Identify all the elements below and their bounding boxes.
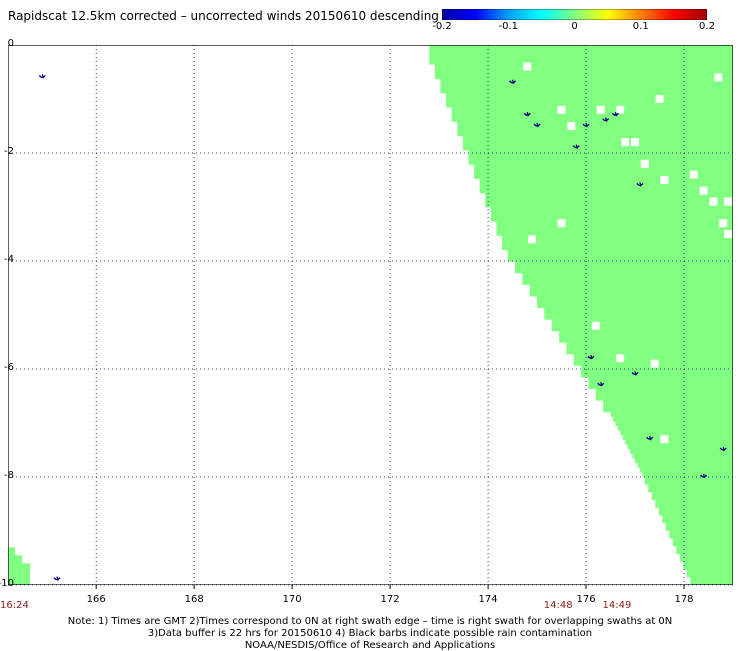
- swath-gap: [699, 186, 708, 195]
- rain-flag-barb: [587, 355, 595, 360]
- swath-gap: [557, 105, 566, 114]
- rain-flag-barb: [602, 117, 610, 122]
- swath-gap: [724, 197, 733, 206]
- swath-gap: [596, 105, 605, 114]
- rain-flag-barb: [597, 382, 605, 387]
- swath-gap: [724, 230, 733, 238]
- swath-gap: [660, 435, 669, 444]
- colorbar-tick-label: 0.1: [632, 21, 649, 32]
- rain-flag-barb: [582, 122, 590, 128]
- swath-gap: [660, 176, 669, 184]
- colorbar-tick-label: -0.2: [432, 21, 452, 32]
- swath-time-label: 14:49: [602, 600, 632, 611]
- x-tick-label: 168: [184, 594, 204, 605]
- y-tick-label: -10: [0, 578, 14, 589]
- note-line-1: Note: 1) Times are GMT 2)Times correspon…: [67, 616, 673, 627]
- swath-coverage: [429, 45, 733, 585]
- y-tick-label: -4: [4, 254, 14, 265]
- rain-flag-barb: [719, 446, 727, 452]
- y-tick-label: -8: [4, 470, 14, 481]
- x-tick-label: 178: [674, 594, 694, 605]
- rain-flag-barb: [636, 182, 644, 187]
- x-tick-label: 166: [86, 594, 106, 605]
- colorbar-tick-label: -0.1: [498, 21, 519, 32]
- swath-gap: [714, 73, 723, 82]
- colorbar-gradient: [442, 9, 707, 20]
- rain-flag-barb: [53, 576, 61, 581]
- rain-flag-barb: [700, 473, 708, 479]
- rain-flag-barb: [611, 112, 619, 117]
- x-tick-label: 170: [282, 594, 302, 605]
- y-tick-label: -6: [4, 362, 14, 373]
- swath-gap: [719, 219, 728, 228]
- rain-flag-barb: [509, 79, 517, 84]
- swath-gap: [591, 321, 600, 330]
- swath-gap: [631, 138, 640, 147]
- y-tick-label: 0: [7, 38, 14, 49]
- rain-flag-barb: [631, 371, 639, 376]
- x-tick-label: 172: [380, 594, 400, 605]
- swath-gap: [567, 122, 576, 130]
- rain-flag-barb: [533, 122, 541, 128]
- map-title: Rapidscat 12.5km corrected – uncorrected…: [8, 9, 439, 23]
- swath-gap: [650, 359, 659, 368]
- y-tick-label: -2: [4, 146, 14, 157]
- note-line-3: NOAA/NESDIS/Office of Research and Appli…: [244, 640, 496, 651]
- rain-flag-barb: [523, 112, 531, 117]
- rain-flag-barb: [646, 436, 654, 441]
- swath-gap: [689, 170, 698, 179]
- colorbar: [442, 9, 707, 20]
- x-tick-label: 174: [478, 594, 498, 605]
- swath-gap: [709, 197, 718, 206]
- swath-gap: [616, 354, 625, 363]
- swath-gap: [640, 159, 649, 168]
- swath-map: [8, 45, 733, 589]
- rain-flag-barb: [572, 144, 580, 149]
- swath-gap: [523, 62, 532, 71]
- swath-coverage-corner: [8, 547, 38, 585]
- swath-gap: [557, 219, 566, 228]
- swath-gap: [621, 138, 630, 147]
- x-tick-label: 176: [576, 594, 596, 605]
- note-line-2: 3)Data buffer is 22 hrs for 20150610 4) …: [147, 628, 593, 639]
- swath-gap: [616, 105, 625, 114]
- map-frame: [8, 45, 733, 585]
- rain-flag-barb: [38, 74, 46, 79]
- colorbar-tick-label: 0.2: [699, 21, 715, 32]
- colorbar-tick-label: 0: [571, 21, 578, 32]
- swath-time-label: 16:24: [0, 600, 29, 611]
- swath-time-label: 14:48: [543, 600, 573, 611]
- swath-gap: [528, 235, 537, 244]
- swath-gap: [655, 95, 664, 103]
